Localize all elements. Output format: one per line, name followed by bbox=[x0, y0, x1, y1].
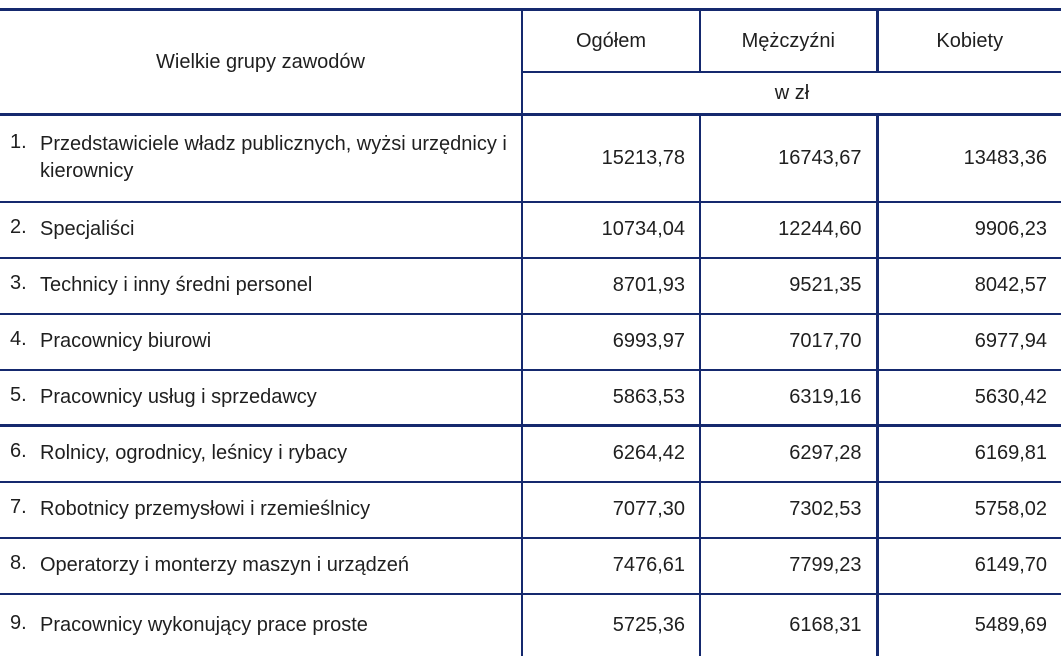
row-label-text: Pracownicy usług i sprzedawcy bbox=[40, 385, 317, 408]
row-label-text: Robotnicy przemysłowi i rzemieślnicy bbox=[40, 498, 371, 520]
row-number: 8. bbox=[10, 552, 27, 574]
table-row: 7. Robotnicy przemysłowi i rzemieślnicy 7… bbox=[0, 481, 1061, 538]
row-label-text: Operatorzy i monterzy maszyn i urządzeń bbox=[40, 554, 410, 576]
value-total: 7476,61 bbox=[521, 537, 700, 594]
value-total: 5725,36 bbox=[521, 593, 700, 656]
value-men: 6297,28 bbox=[699, 425, 877, 482]
value-women: 6149,70 bbox=[875, 537, 1061, 594]
value-total: 5863,53 bbox=[521, 369, 700, 426]
value-total: 8701,93 bbox=[521, 257, 700, 314]
table-row: 9. Pracownicy wykonujący prace proste 572… bbox=[0, 593, 1061, 656]
row-label: 7. Robotnicy przemysłowi i rzemieślnicy bbox=[0, 482, 522, 538]
column-header-total: Ogółem bbox=[521, 9, 700, 73]
row-label: 2. Specjaliści bbox=[0, 202, 522, 258]
value-total: 15213,78 bbox=[521, 114, 700, 202]
row-label-text: Pracownicy biurowi bbox=[40, 330, 212, 352]
row-label: 5. Pracownicy usług i sprzedawcy bbox=[0, 370, 522, 426]
value-women: 5630,42 bbox=[875, 369, 1061, 426]
row-label: 9. Pracownicy wykonujący prace proste bbox=[0, 594, 522, 656]
value-total: 6264,42 bbox=[521, 425, 700, 482]
row-label: 1. Przedstawiciele władz publicznych, wyż… bbox=[0, 115, 522, 202]
row-number: 2. bbox=[10, 216, 27, 238]
table-row: 4. Pracownicy biurowi 6993,97 7017,70 697… bbox=[0, 313, 1061, 370]
value-total: 6993,97 bbox=[521, 313, 700, 370]
row-number: 9. bbox=[10, 611, 27, 634]
column-header-occupation-groups: Wielkie grupy zawodów bbox=[156, 50, 365, 73]
row-label: 4. Pracownicy biurowi bbox=[0, 314, 522, 370]
value-men: 12244,60 bbox=[699, 201, 877, 258]
row-label-text: Rolnicy, ogrodnicy, leśnicy i rybacy bbox=[40, 442, 348, 465]
table-row: 6. Rolnicy, ogrodnicy, leśnicy i rybacy 6… bbox=[0, 425, 1061, 482]
value-men: 16743,67 bbox=[699, 114, 877, 202]
unit-header: w zł bbox=[521, 72, 1061, 115]
value-women: 6977,94 bbox=[875, 313, 1061, 370]
row-label-text: Pracownicy wykonujący prace proste bbox=[40, 613, 368, 636]
value-men: 9521,35 bbox=[699, 257, 877, 314]
table-row: 3. Technicy i inny średni personel 8701,9… bbox=[0, 257, 1061, 314]
value-women: 9906,23 bbox=[875, 201, 1061, 258]
value-women: 6169,81 bbox=[875, 425, 1061, 482]
value-women: 8042,57 bbox=[875, 257, 1061, 314]
row-number: 4. bbox=[10, 328, 27, 350]
row-number: 3. bbox=[10, 272, 27, 294]
table-row: 8. Operatorzy i monterzy maszyn i urządze… bbox=[0, 537, 1061, 594]
header-row-columns: Wielkie grupy zawodów Ogółem Mężczyźni K… bbox=[0, 9, 1061, 73]
value-men: 6319,16 bbox=[699, 369, 877, 426]
row-number: 6. bbox=[10, 440, 27, 463]
value-total: 7077,30 bbox=[521, 481, 700, 538]
value-women: 5758,02 bbox=[875, 481, 1061, 538]
value-men: 7302,53 bbox=[699, 481, 877, 538]
value-men: 7799,23 bbox=[699, 537, 877, 594]
row-number: 1. bbox=[10, 131, 27, 154]
row-label-text: Technicy i inny średni personel bbox=[40, 274, 313, 296]
row-label-text: Specjaliści bbox=[40, 218, 135, 240]
header-row-unit: w zł bbox=[0, 72, 1061, 115]
value-women: 5489,69 bbox=[875, 593, 1061, 656]
table-row: 2. Specjaliści 10734,04 12244,60 9906,23 bbox=[0, 201, 1061, 258]
row-label: 3. Technicy i inny średni personel bbox=[0, 258, 522, 314]
row-label-text: Przedstawiciele władz publicznych, wyżsi… bbox=[40, 133, 507, 183]
wage-by-occupation-table: Wielkie grupy zawodów Ogółem Mężczyźni K… bbox=[0, 8, 1061, 656]
table-row: 5. Pracownicy usług i sprzedawcy 5863,53 … bbox=[0, 369, 1061, 426]
value-men: 7017,70 bbox=[699, 313, 877, 370]
value-women: 13483,36 bbox=[875, 114, 1061, 202]
table-row: 1. Przedstawiciele władz publicznych, wyż… bbox=[0, 114, 1061, 202]
row-label: 8. Operatorzy i monterzy maszyn i urządze… bbox=[0, 538, 522, 594]
value-total: 10734,04 bbox=[521, 201, 700, 258]
value-men: 6168,31 bbox=[699, 593, 877, 656]
column-header-men: Mężczyźni bbox=[699, 9, 877, 73]
column-header-women: Kobiety bbox=[875, 9, 1061, 73]
row-number: 5. bbox=[10, 383, 27, 406]
row-label: 6. Rolnicy, ogrodnicy, leśnicy i rybacy bbox=[0, 426, 522, 482]
row-number: 7. bbox=[10, 496, 27, 518]
